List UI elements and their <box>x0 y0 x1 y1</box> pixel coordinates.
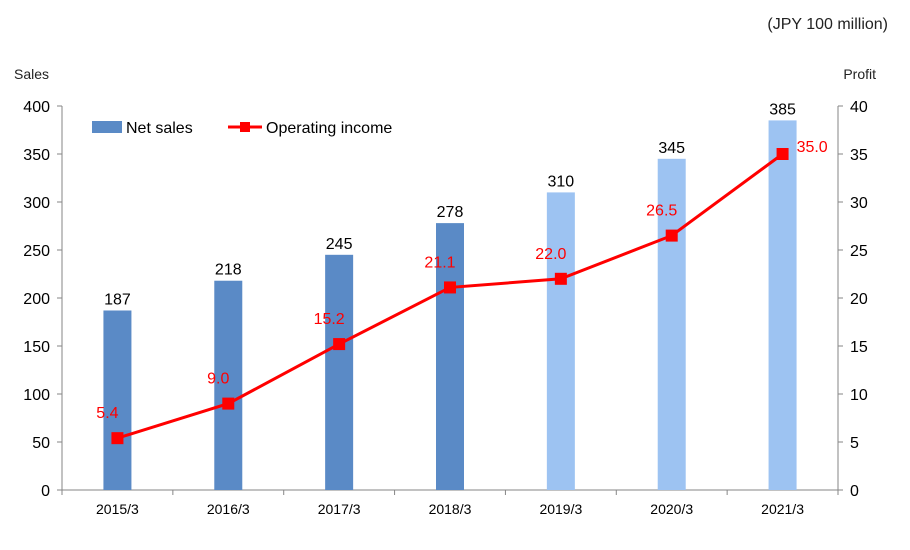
x-tick-label: 2018/3 <box>429 501 472 517</box>
operating-income-value-label: 35.0 <box>797 139 828 156</box>
bars-group <box>103 120 797 491</box>
legend-swatch-net-sales <box>92 121 122 133</box>
right-tick-label: 25 <box>850 243 868 260</box>
right-tick-label: 0 <box>850 483 859 500</box>
left-tick-label: 200 <box>23 291 50 308</box>
left-tick-label: 400 <box>23 99 50 116</box>
x-tick-label: 2017/3 <box>318 501 361 517</box>
legend-label-operating-income: Operating income <box>266 120 392 137</box>
legend-marker-operating-income <box>240 122 250 132</box>
left-axis-title: Sales <box>14 66 50 82</box>
operating-income-value-label: 26.5 <box>646 203 677 220</box>
operating-income-value-label: 5.4 <box>96 405 118 422</box>
operating-income-value-label: 21.1 <box>424 254 455 271</box>
left-tick-label: 150 <box>23 339 50 356</box>
operating-income-marker <box>333 338 346 351</box>
left-tick-label: 350 <box>23 147 50 164</box>
bar-net-sales <box>103 310 132 490</box>
operating-income-marker <box>111 432 124 445</box>
right-tick-label: 30 <box>850 195 868 212</box>
operating-income-marker <box>554 272 567 285</box>
bar-net-sales <box>325 254 354 490</box>
bar-net-sales <box>214 280 243 490</box>
bar-value-label: 345 <box>658 140 685 157</box>
right-tick-label: 5 <box>850 435 859 452</box>
operating-income-value-label: 15.2 <box>314 311 345 328</box>
bar-value-label: 310 <box>548 173 575 190</box>
bar-net-sales <box>768 120 797 491</box>
bar-net-sales <box>657 158 686 491</box>
left-tick-label: 100 <box>23 387 50 404</box>
right-tick-label: 40 <box>850 99 868 116</box>
operating-income-value-label: 9.0 <box>207 371 229 388</box>
right-tick-label: 10 <box>850 387 868 404</box>
left-tick-label: 300 <box>23 195 50 212</box>
right-tick-label: 15 <box>850 339 868 356</box>
x-tick-label: 2019/3 <box>539 501 582 517</box>
unit-note: (JPY 100 million) <box>767 16 888 33</box>
right-tick-label: 35 <box>850 147 868 164</box>
bar-value-label: 385 <box>769 101 796 118</box>
right-tick-label: 20 <box>850 291 868 308</box>
x-tick-label: 2020/3 <box>650 501 693 517</box>
bar-net-sales <box>436 223 464 490</box>
operating-income-value-label: 22.0 <box>535 246 566 263</box>
legend: Net sales Operating income <box>92 120 392 137</box>
operating-income-marker <box>776 148 789 160</box>
right-axis-title: Profit <box>843 66 876 82</box>
bar-value-label: 245 <box>326 236 353 253</box>
operating-income-marker <box>665 229 678 242</box>
legend-label-net-sales: Net sales <box>126 120 193 137</box>
bar-value-label: 218 <box>215 262 242 279</box>
bar-value-label: 278 <box>437 204 464 221</box>
x-tick-label: 2015/3 <box>96 501 139 517</box>
left-tick-label: 250 <box>23 243 50 260</box>
left-tick-label: 0 <box>41 483 50 500</box>
data-labels-group: 187 218 245 278 310 345 385 5.4 9.0 15.2 21.1 22.0 2… <box>96 101 828 422</box>
left-tick-label: 50 <box>32 435 50 452</box>
axes-group: 0 50 100 150 200 250 300 350 400 0 5 10 15 20 25 30 35 40… <box>23 99 868 517</box>
line-group <box>111 148 789 445</box>
operating-income-marker <box>222 397 235 410</box>
x-tick-label: 2016/3 <box>207 501 250 517</box>
bar-net-sales <box>546 192 575 490</box>
operating-income-marker <box>444 281 456 294</box>
bar-value-label: 187 <box>104 291 131 308</box>
x-tick-label: 2021/3 <box>761 501 804 517</box>
